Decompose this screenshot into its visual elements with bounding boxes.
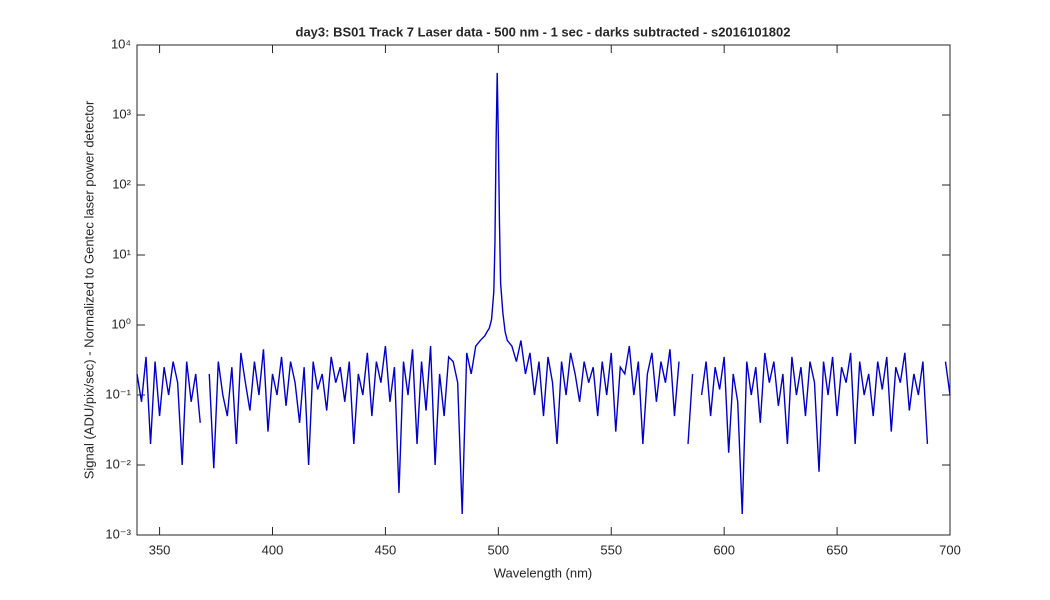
y-tick-label: 10⁻² [105,456,131,471]
y-tick-label: 10⁻¹ [105,386,131,401]
x-tick-label: 350 [149,542,171,557]
x-tick-label: 400 [262,542,284,557]
chart-title: day3: BS01 Track 7 Laser data - 500 nm -… [296,24,791,39]
plot-box [136,44,951,536]
x-tick-label: 500 [487,542,509,557]
x-tick-label: 600 [713,542,735,557]
y-tick-label: 10⁰ [111,316,131,331]
y-axis-label: Signal (ADU/pix/sec) - Normalized to Gen… [81,100,96,479]
data-line [136,356,201,466]
x-tick-label: 550 [600,542,622,557]
data-line [944,361,951,396]
y-tick-label: 10⁻³ [105,526,131,541]
y-tick-label: 10³ [112,106,131,121]
x-axis-label: Wavelength (nm) [494,565,593,580]
y-tick-label: 10⁴ [111,36,131,51]
data-line [687,373,694,444]
y-tick-label: 10¹ [112,246,131,261]
x-tick-label: 700 [939,542,961,557]
x-tick-label: 450 [375,542,397,557]
x-tick-label: 650 [826,542,848,557]
data-line [700,352,929,514]
y-tick-label: 10² [112,176,131,191]
data-line [208,72,680,514]
